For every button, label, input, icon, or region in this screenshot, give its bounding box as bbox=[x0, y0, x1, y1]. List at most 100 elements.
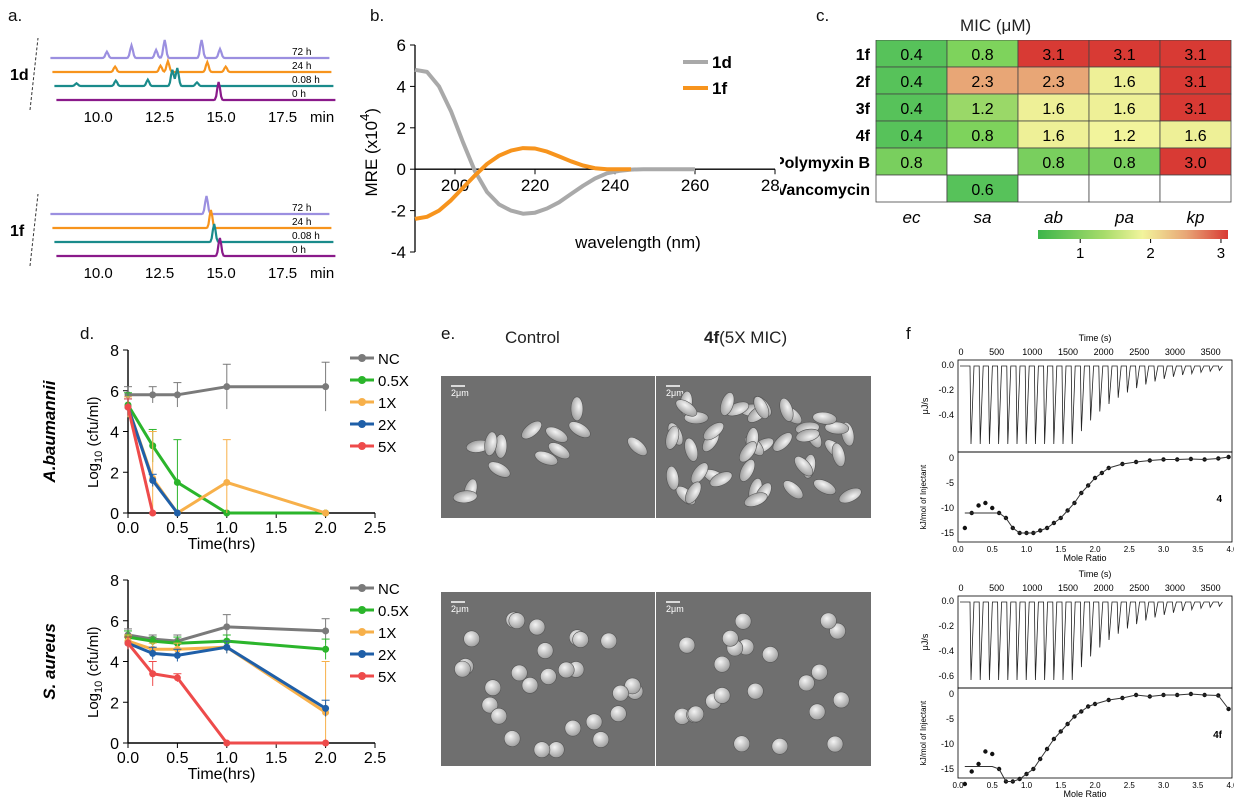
x-tick-label: 0.5 bbox=[166, 520, 188, 537]
x-tick-label: 280 bbox=[761, 176, 780, 195]
bacterium-cell bbox=[585, 713, 603, 731]
sem-treatment-dose: (5X MIC) bbox=[719, 328, 788, 347]
bacterium-cell bbox=[720, 392, 735, 416]
bacterium-cell bbox=[794, 456, 814, 477]
bacterium-cell bbox=[798, 674, 815, 692]
bacterium-cell bbox=[627, 436, 648, 456]
heatmap-cell bbox=[1017, 147, 1090, 176]
cell-value: 1.6 bbox=[1042, 101, 1064, 118]
bacterium-cell bbox=[536, 642, 554, 659]
legend-label-0.5X: 0.5X bbox=[378, 373, 409, 390]
isotherm-y-tick-label: -10 bbox=[941, 503, 954, 513]
x-tick-label: 0.0 bbox=[117, 520, 139, 537]
mole-ratio-tick-label: 0.0 bbox=[952, 781, 964, 790]
bacterium-cell bbox=[831, 442, 846, 467]
time-axis-label: Time (s) bbox=[1079, 569, 1112, 579]
bacterium-cell bbox=[738, 441, 757, 463]
bacterium-cell bbox=[747, 682, 764, 700]
time-tick-label: 1000 bbox=[1022, 583, 1042, 593]
legend-marker bbox=[358, 420, 366, 428]
y-tick-label: 6 bbox=[397, 36, 406, 55]
time-tick-label: 3500 bbox=[1201, 347, 1221, 357]
legend-marker bbox=[358, 398, 366, 406]
time-tick-label: 17.5 bbox=[268, 109, 297, 126]
bacterium-cell bbox=[610, 705, 627, 723]
cell-value: 1.2 bbox=[1113, 128, 1135, 145]
trace-time-label: 72 h bbox=[292, 47, 311, 58]
heatmap-cell bbox=[946, 120, 1019, 149]
legend-label-5X: 5X bbox=[378, 439, 396, 456]
bacterium-cell bbox=[521, 420, 542, 440]
trace-bottom-2 bbox=[54, 223, 334, 244]
time-tick-label: 3000 bbox=[1165, 583, 1185, 593]
colorbar-tick-label: 1 bbox=[1076, 245, 1084, 262]
time-tick-label: 3500 bbox=[1201, 583, 1221, 593]
legend-label-0.5X: 0.5X bbox=[378, 603, 409, 620]
cell-value: 0.8 bbox=[900, 155, 922, 172]
time-tick-label: 15.0 bbox=[206, 265, 235, 282]
isotherm-y-tick-label: 0 bbox=[949, 689, 954, 699]
time-axis-label: Time (s) bbox=[1079, 333, 1112, 343]
raw-y-tick-label: -0.4 bbox=[938, 410, 954, 420]
bacterium-cell bbox=[826, 735, 844, 753]
trace-top-0 bbox=[50, 39, 330, 60]
trace-top-2 bbox=[54, 67, 334, 88]
x-axis-label: Time(hrs) bbox=[188, 536, 256, 553]
heatmap-cell bbox=[1017, 93, 1090, 122]
heatmap-cell bbox=[1088, 174, 1161, 203]
mole-ratio-tick-label: 0.0 bbox=[952, 545, 964, 554]
y-axis-label: Log10 (cfu/ml) bbox=[85, 397, 105, 488]
mole-ratio-tick-label: 0.5 bbox=[987, 781, 999, 790]
heatmap-cell bbox=[946, 93, 1019, 122]
raw-y-tick-label: -0.2 bbox=[938, 621, 954, 631]
bacterium-cell bbox=[548, 442, 571, 460]
x-tick-label: 1.5 bbox=[265, 520, 287, 537]
isotherm-point bbox=[983, 500, 988, 506]
heatmap-cell bbox=[875, 174, 948, 203]
heatmap-cell bbox=[1017, 40, 1090, 68]
time-tick-label: 500 bbox=[989, 583, 1004, 593]
bacterium-cell bbox=[783, 480, 804, 500]
mole-ratio-tick-label: 4.0 bbox=[1226, 781, 1234, 790]
mole-ratio-tick-label: 3.0 bbox=[1158, 545, 1170, 554]
isotherm-point bbox=[962, 525, 968, 531]
bacterium-cell bbox=[820, 612, 837, 630]
trace-bottom-3 bbox=[56, 237, 336, 258]
data-point bbox=[322, 627, 330, 635]
raw-y-tick-label: -0.2 bbox=[938, 385, 954, 395]
data-point bbox=[149, 476, 157, 484]
legend-marker bbox=[358, 442, 366, 450]
data-point bbox=[149, 649, 157, 657]
bacterium-cell bbox=[488, 461, 511, 478]
x-tick-label: 0.5 bbox=[166, 750, 188, 767]
cd-series-1f bbox=[414, 146, 631, 221]
bacterium-cell bbox=[612, 684, 629, 702]
y-tick-label: -4 bbox=[391, 243, 406, 262]
isotherm-y-axis-label: kJ/mol of Injectant bbox=[919, 700, 928, 765]
y-tick-label: 0 bbox=[397, 160, 406, 179]
bacterium-cell bbox=[678, 636, 696, 654]
heatmap-cell bbox=[1017, 174, 1090, 203]
trace-bottom-1 bbox=[52, 209, 332, 230]
data-point bbox=[124, 639, 132, 647]
data-point bbox=[149, 391, 157, 399]
compound-label-bottom: 1f bbox=[10, 223, 25, 240]
data-point bbox=[223, 739, 231, 747]
mole-ratio-tick-label: 4.0 bbox=[1226, 545, 1234, 554]
data-point bbox=[322, 383, 330, 391]
y-tick-label: 8 bbox=[110, 573, 119, 590]
panel-label-b: b. bbox=[370, 6, 385, 25]
bacterium-cell bbox=[540, 668, 557, 685]
time-tick-label: 0 bbox=[958, 347, 963, 357]
bacterium-cell bbox=[832, 691, 850, 709]
panel-label-d: d. bbox=[80, 324, 95, 343]
mole-ratio-tick-label: 2.5 bbox=[1124, 781, 1136, 790]
trace-top-3 bbox=[56, 81, 336, 102]
bacterium-cell bbox=[665, 425, 680, 450]
bacterium-cell bbox=[690, 462, 709, 484]
row-label: 3f bbox=[856, 101, 871, 118]
mic-title: MIC (μM) bbox=[960, 16, 1032, 35]
cell-value: 0.4 bbox=[900, 128, 922, 145]
bacterium-cell bbox=[534, 450, 558, 466]
bacterium-cell bbox=[666, 465, 680, 491]
